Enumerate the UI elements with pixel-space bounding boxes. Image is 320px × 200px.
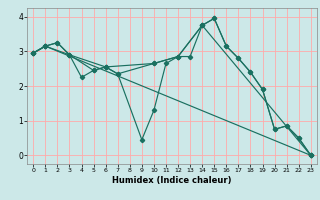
X-axis label: Humidex (Indice chaleur): Humidex (Indice chaleur) (112, 176, 232, 185)
